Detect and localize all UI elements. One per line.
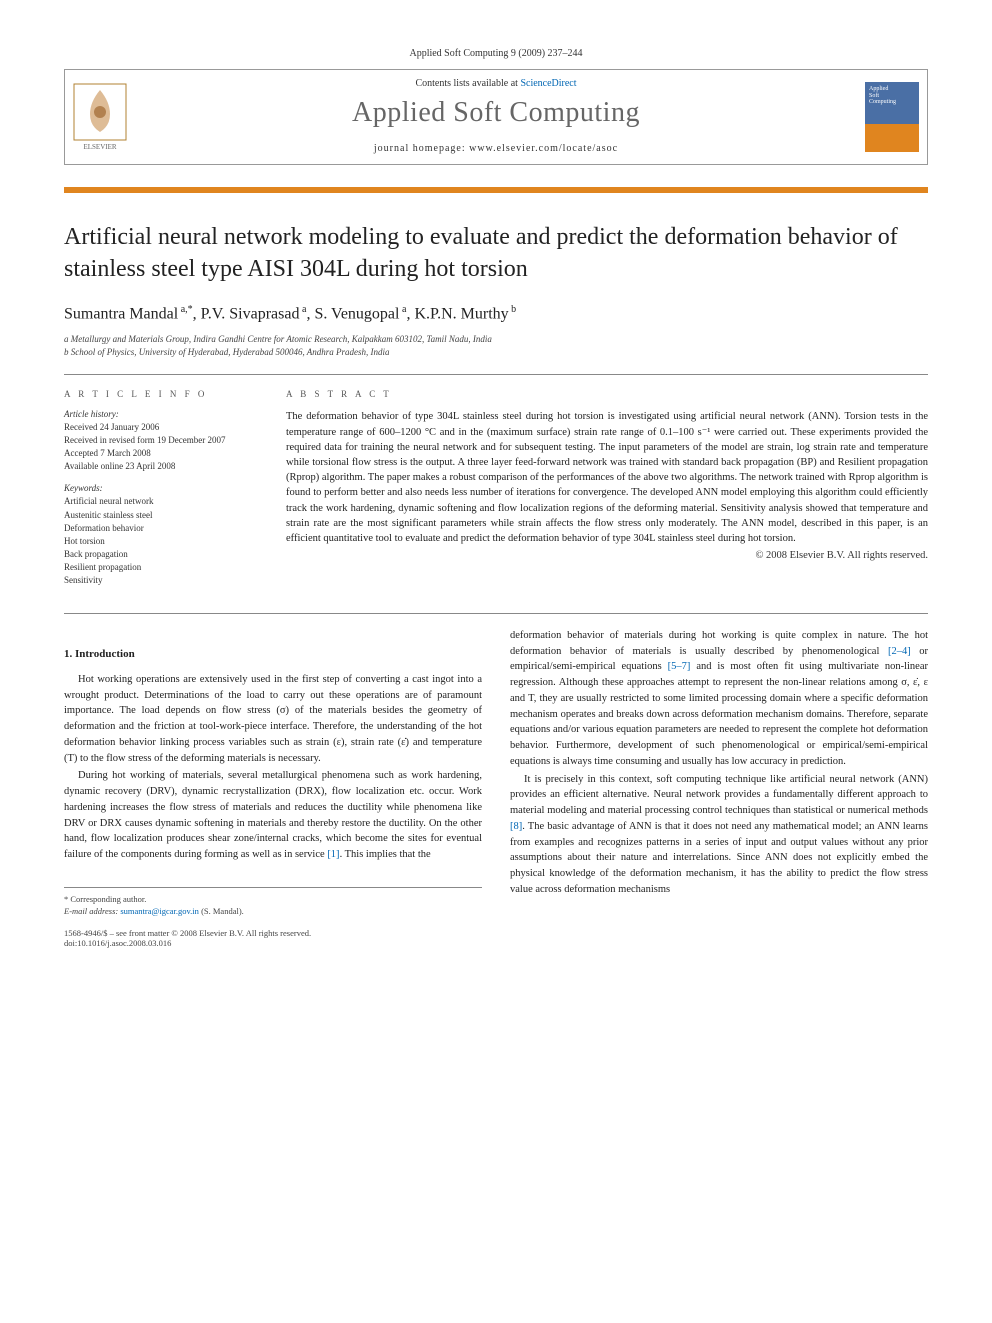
footer-legal: 1568-4946/$ – see front matter © 2008 El… bbox=[64, 928, 311, 948]
article-info-heading: A R T I C L E I N F O bbox=[64, 389, 254, 399]
contents-available-line: Contents lists available at ScienceDirec… bbox=[135, 78, 857, 89]
contents-prefix: Contents lists available at bbox=[415, 78, 520, 89]
journal-reference: Applied Soft Computing 9 (2009) 237–244 bbox=[64, 48, 928, 59]
email-line: E-mail address: sumantra@igcar.gov.in (S… bbox=[64, 906, 482, 918]
abstract-text: The deformation behavior of type 304L st… bbox=[286, 409, 928, 546]
body-para: Hot working operations are extensively u… bbox=[64, 672, 482, 767]
history-label: Article history: bbox=[64, 409, 254, 419]
svg-text:ELSEVIER: ELSEVIER bbox=[83, 143, 116, 151]
intro-heading: 1. Introduction bbox=[64, 648, 482, 660]
affiliation-b: b School of Physics, University of Hyder… bbox=[64, 346, 928, 359]
journal-cover-thumb: Applied Soft Computing bbox=[857, 70, 927, 164]
journal-header: ELSEVIER Contents lists available at Sci… bbox=[64, 69, 928, 165]
email-link[interactable]: sumantra@igcar.gov.in bbox=[120, 906, 199, 916]
divider bbox=[64, 374, 928, 375]
accent-bar bbox=[64, 187, 928, 193]
affiliations: a Metallurgy and Materials Group, Indira… bbox=[64, 333, 928, 358]
body-para: deformation behavior of materials during… bbox=[510, 628, 928, 770]
cover-text-1: Applied bbox=[869, 86, 915, 93]
keywords: Artificial neural networkAustenitic stai… bbox=[64, 495, 254, 586]
email-suffix: (S. Mandal). bbox=[199, 906, 244, 916]
article-history: Received 24 January 2006Received in revi… bbox=[64, 421, 254, 473]
body-para: It is precisely in this context, soft co… bbox=[510, 772, 928, 898]
copyright-line: © 2008 Elsevier B.V. All rights reserved… bbox=[286, 550, 928, 561]
journal-name: Applied Soft Computing bbox=[135, 97, 857, 129]
body-para: During hot working of materials, several… bbox=[64, 768, 482, 863]
divider bbox=[64, 613, 928, 614]
email-label: E-mail address: bbox=[64, 906, 120, 916]
journal-homepage: journal homepage: www.elsevier.com/locat… bbox=[135, 143, 857, 154]
cover-text-2: Soft bbox=[869, 93, 915, 100]
cover-text-3: Computing bbox=[869, 99, 915, 106]
affiliation-a: a Metallurgy and Materials Group, Indira… bbox=[64, 333, 928, 346]
abstract-heading: A B S T R A C T bbox=[286, 389, 928, 399]
sciencedirect-link[interactable]: ScienceDirect bbox=[520, 78, 576, 89]
article-title: Artificial neural network modeling to ev… bbox=[64, 221, 928, 286]
authors: Sumantra Mandal a,*, P.V. Sivaprasad a, … bbox=[64, 304, 928, 323]
elsevier-logo: ELSEVIER bbox=[65, 70, 135, 164]
keywords-label: Keywords: bbox=[64, 483, 254, 493]
corresponding-author: * Corresponding author. bbox=[64, 894, 482, 906]
